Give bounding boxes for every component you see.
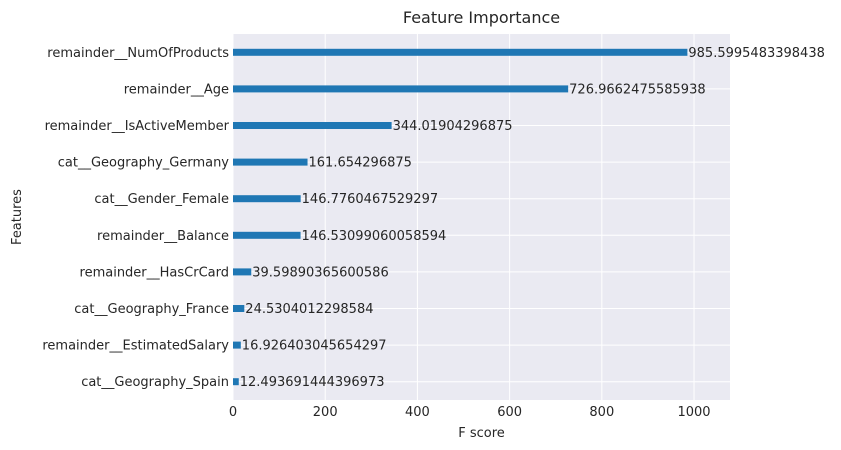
bar	[233, 122, 392, 129]
y-axis-label: Features	[10, 189, 25, 245]
data-label: 344.01904296875	[393, 119, 513, 134]
data-label: 146.53099060058594	[302, 229, 447, 244]
bar	[233, 231, 301, 239]
bar	[233, 268, 252, 276]
y-tick-label: remainder__HasCrCard	[80, 265, 229, 280]
x-tick-label: 1000	[677, 405, 710, 420]
y-tick-label: cat__Geography_France	[74, 302, 229, 317]
y-tick-label: cat__Geography_Spain	[81, 375, 229, 390]
plot-area	[233, 34, 730, 400]
bars	[233, 48, 688, 386]
data-label: 985.5995483398438	[688, 46, 824, 61]
data-label: 24.5304012298584	[245, 302, 373, 317]
x-tick-label: 600	[497, 405, 522, 420]
chart-title: Feature Importance	[403, 8, 560, 27]
x-tick-labels: 0 200 400 600 800 1000	[229, 405, 711, 420]
data-label: 161.654296875	[309, 156, 412, 171]
x-tick-label: 200	[313, 405, 338, 420]
bar	[233, 158, 308, 166]
y-tick-label: cat__Geography_Germany	[58, 156, 230, 171]
data-labels: 985.5995483398438 726.9662475585938 344.01…	[240, 46, 825, 390]
data-label: 39.59890365600586	[252, 265, 388, 280]
y-tick-label: remainder__NumOfProducts	[47, 46, 229, 61]
y-tick-label: remainder__IsActiveMember	[45, 119, 230, 134]
y-tick-label: remainder__Balance	[97, 229, 229, 244]
y-tick-label: remainder__Age	[124, 82, 229, 97]
bar	[233, 195, 301, 203]
y-tick-labels: remainder__NumOfProducts remainder__Agere…	[42, 46, 229, 390]
x-tick-label: 0	[229, 405, 237, 420]
x-tick-label: 400	[405, 405, 430, 420]
bar	[233, 341, 241, 349]
bar	[233, 305, 245, 312]
y-tick-label: cat__Gender_Female	[94, 192, 229, 207]
x-tick-label: 800	[589, 405, 614, 420]
bar	[233, 85, 569, 93]
data-label: 726.9662475585938	[569, 82, 705, 97]
y-tick-label: remainder__EstimatedSalary	[42, 339, 229, 354]
data-label: 12.493691444396973	[240, 375, 385, 390]
data-label: 146.7760467529297	[302, 192, 438, 207]
x-axis-label: F score	[458, 426, 505, 441]
bar	[233, 378, 239, 386]
bar	[233, 48, 688, 56]
data-label: 16.926403045654297	[242, 339, 387, 354]
